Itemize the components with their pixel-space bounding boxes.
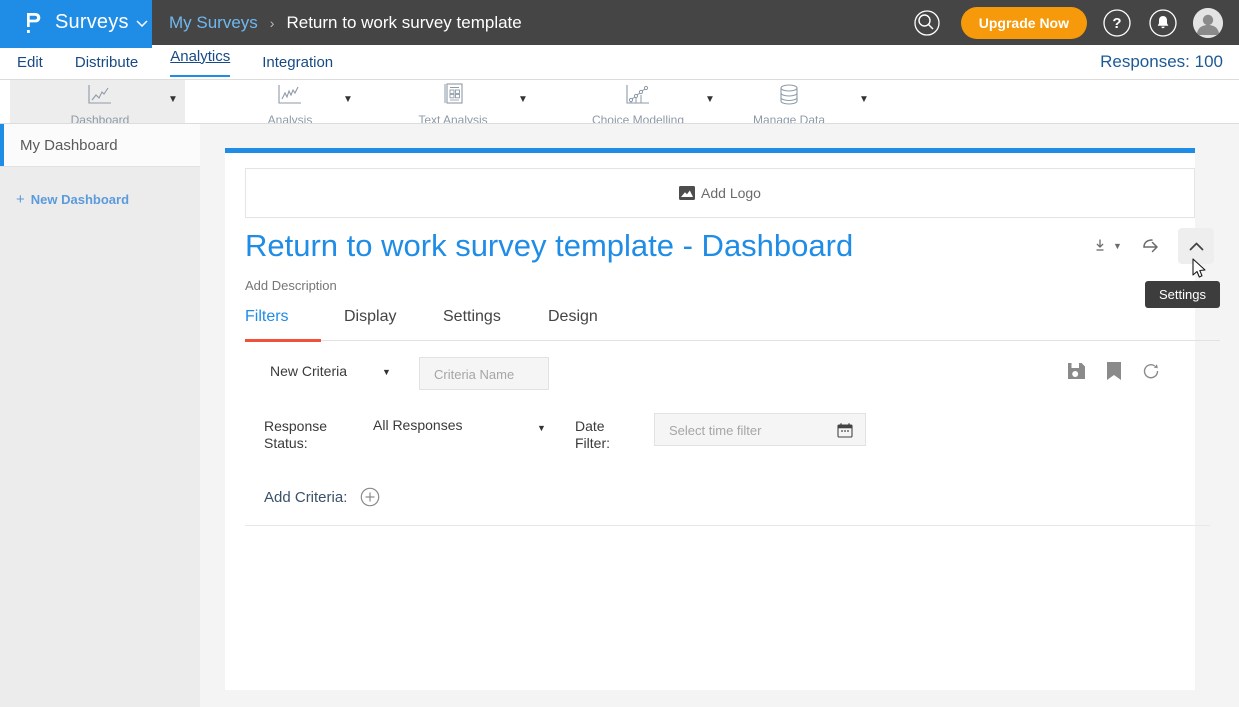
svg-text:?: ? [1112,15,1121,32]
